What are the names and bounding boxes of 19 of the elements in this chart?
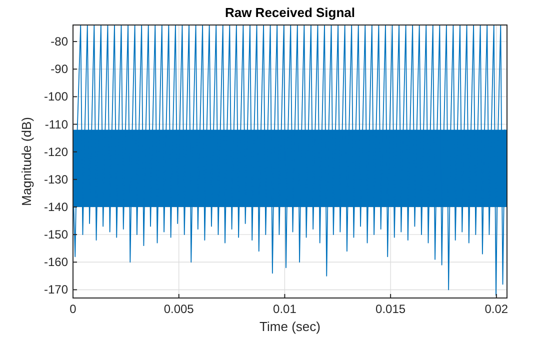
y-tick-label: -140 — [44, 200, 68, 214]
y-tick-label: -120 — [44, 144, 68, 159]
y-tick-label: -160 — [44, 255, 68, 270]
x-tick-label: 0.015 — [376, 302, 406, 316]
y-tick-label: -80 — [50, 34, 68, 49]
y-axis-title: Magnitude (dB) — [19, 117, 34, 206]
x-tick-label: 0.01 — [273, 302, 297, 316]
line-series — [73, 25, 507, 296]
y-tick-label: -100 — [44, 90, 68, 104]
y-tick-label: -110 — [44, 117, 68, 132]
y-tick-label: -170 — [44, 282, 68, 297]
y-tick-label: -130 — [44, 172, 68, 186]
x-tick-label: 0 — [70, 302, 77, 316]
chart-title: Raw Received Signal — [224, 5, 356, 20]
x-tick-label: 0.02 — [484, 302, 508, 316]
x-tick-label: 0.005 — [164, 302, 194, 316]
y-tick-label: -90 — [50, 62, 68, 76]
x-axis-title: Time (sec) — [260, 319, 320, 334]
y-tick-label: -150 — [44, 228, 68, 242]
